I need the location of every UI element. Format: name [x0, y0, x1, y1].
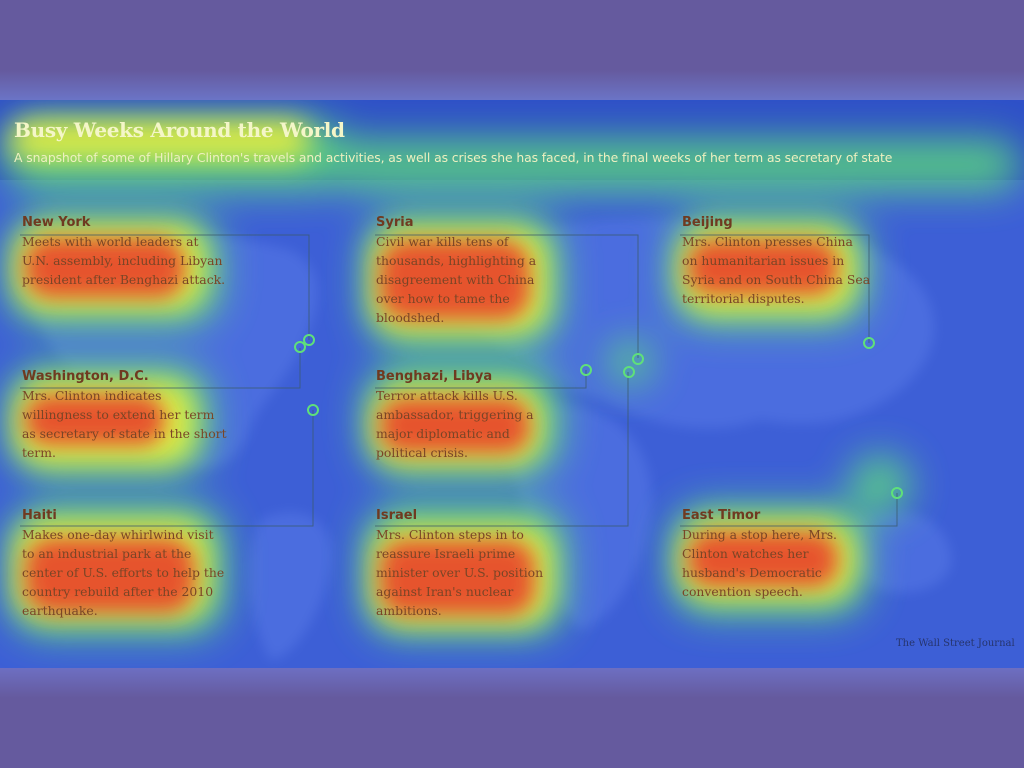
- marker-new-york: [303, 334, 315, 346]
- leader-line-east-timor: [680, 493, 898, 527]
- callout-text: Makes one-day whirlwind visit to an indu…: [22, 527, 225, 618]
- callout-place: Israel: [376, 508, 418, 523]
- leader-line-washington: [20, 348, 301, 389]
- callout-text: Meets with world leaders at U.N. assembl…: [22, 234, 226, 287]
- callout-place: Benghazi, Libya: [376, 369, 493, 384]
- leader-line-new-york: [20, 234, 310, 340]
- marker-benghazi: [580, 364, 592, 376]
- location-markers: [294, 334, 903, 499]
- heat-hot-east-timor: [688, 532, 838, 587]
- marker-haiti: [307, 404, 319, 416]
- callout-east-timor: East Timor During a stop here, Mrs. Clin…: [682, 508, 867, 601]
- callout-text: Terror attack kills U.S. ambassador, tri…: [376, 388, 534, 460]
- heat-hot-syria: [380, 240, 530, 320]
- callout-washington-dc: Washington, D.C. Mrs. Clinton indicates …: [22, 369, 227, 462]
- heat-halo-east-timor-marker: [850, 455, 910, 515]
- leader-line-beijing: [680, 234, 870, 343]
- callout-beijing: Beijing Mrs. Clinton presses China on hu…: [682, 215, 872, 308]
- leader-lines: [20, 234, 898, 527]
- callout-israel: Israel Mrs. Clinton steps in to reassure…: [376, 508, 566, 620]
- heat-hot-israel: [380, 540, 535, 615]
- attention-heatmap-graphic: Busy Weeks Around the World A snapshot o…: [0, 100, 1024, 668]
- callout-syria: Syria Civil war kills tens of thousands,…: [376, 215, 556, 327]
- callout-new-york: New York Meets with world leaders at U.N…: [22, 215, 227, 289]
- callout-haiti: Haiti Makes one-day whirlwind visit to a…: [22, 508, 227, 620]
- callout-place: Beijing: [682, 215, 733, 230]
- callout-place: Washington, D.C.: [22, 369, 149, 384]
- callout-place: Haiti: [22, 508, 57, 523]
- callout-text: During a stop here, Mrs. Clinton watches…: [682, 527, 837, 599]
- marker-syria: [632, 353, 644, 365]
- top-margin-band: [0, 0, 1024, 100]
- heat-hot-washington: [25, 395, 165, 445]
- callout-place: Syria: [376, 215, 414, 230]
- heat-hot-benghazi: [380, 398, 530, 453]
- marker-washington: [294, 341, 306, 353]
- callout-text: Civil war kills tens of thousands, highl…: [376, 234, 537, 325]
- heat-hot-group: [25, 238, 838, 615]
- callout-place: New York: [22, 215, 91, 230]
- leader-line-israel: [375, 372, 629, 527]
- callout-benghazi-libya: Benghazi, Libya Terror attack kills U.S.…: [376, 369, 556, 462]
- callout-place: East Timor: [682, 508, 761, 523]
- marker-beijing: [863, 337, 875, 349]
- heat-warm-title: [10, 120, 310, 160]
- heat-halo-subtitle: [330, 140, 1020, 190]
- callout-text: Mrs. Clinton indicates willingness to ex…: [22, 388, 227, 460]
- marker-east-timor: [891, 487, 903, 499]
- heat-hot-new-york: [25, 238, 185, 298]
- callout-text: Mrs. Clinton presses China on humanitari…: [682, 234, 871, 306]
- leader-line-syria: [375, 234, 639, 358]
- leader-line-haiti: [20, 410, 314, 527]
- heat-halo-syria-marker: [608, 340, 652, 384]
- heatmap-overlay: [0, 100, 1024, 660]
- graphic-title: Busy Weeks Around the World: [14, 118, 345, 142]
- callout-text: Mrs. Clinton steps in to reassure Israel…: [376, 527, 544, 618]
- bottom-margin-band: [0, 668, 1024, 768]
- heat-hot-haiti: [25, 538, 195, 613]
- heat-hot-beijing: [688, 240, 838, 295]
- source-credit: The Wall Street Journal: [896, 638, 1015, 649]
- marker-israel: [623, 366, 635, 378]
- graphic-subtitle: A snapshot of some of Hillary Clinton's …: [14, 150, 893, 165]
